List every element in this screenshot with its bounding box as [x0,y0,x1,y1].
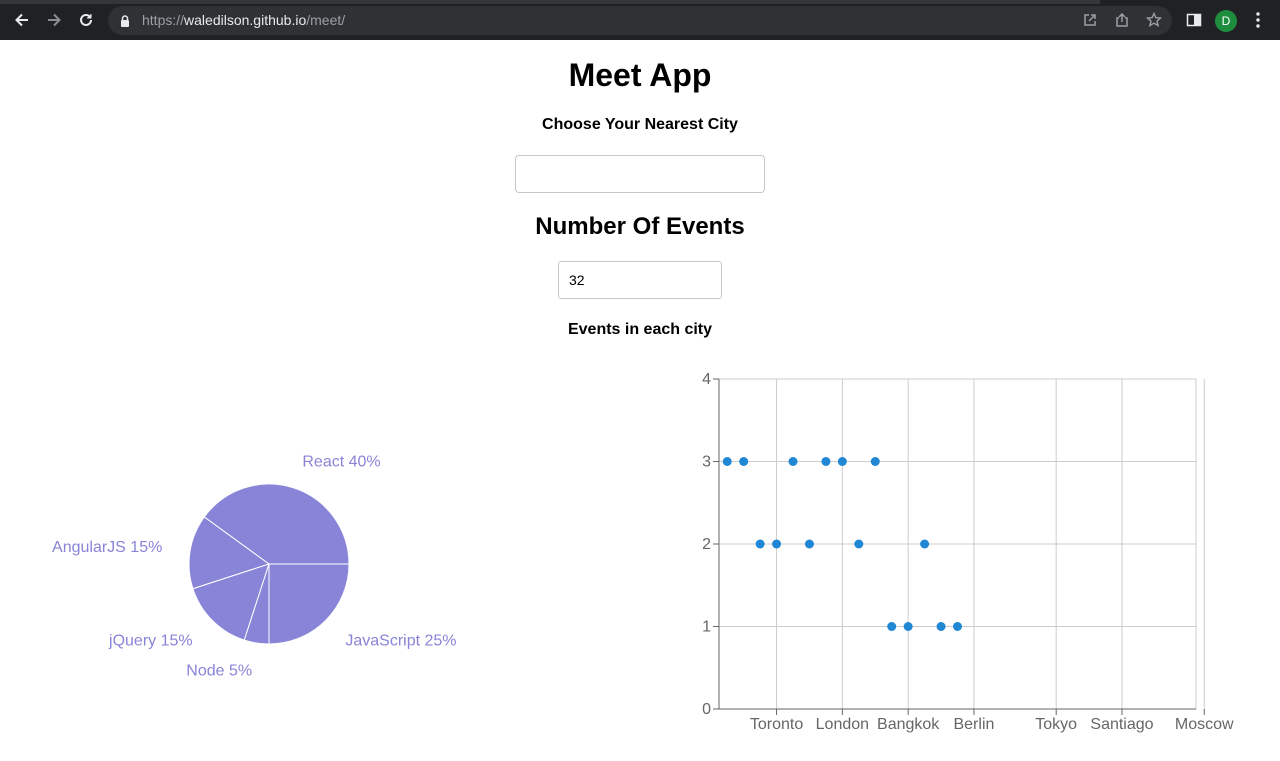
lock-icon[interactable] [120,14,130,32]
y-tick-label: 1 [702,619,711,636]
url-text[interactable]: https://waledilson.github.io/meet/ [142,11,345,29]
x-tick-label-berlin: Berlin [953,716,994,733]
pie-slice-angularjs [188,516,271,590]
scatter-point [854,539,864,549]
scatter-point [920,539,930,549]
scatter-point [804,539,814,549]
scatter-point [903,622,913,631]
page-title: Meet App [568,57,712,93]
active-tab[interactable] [1100,0,1280,4]
y-tick-label: 2 [702,536,711,553]
pie-slice-react [203,483,350,565]
pie-label-angularjs: AngularJS 15% [52,539,162,556]
scatter-point [936,622,946,631]
menu-kebab-icon[interactable] [1250,12,1266,28]
number-of-events-heading: Number Of Events [535,213,745,240]
x-tick-label-moscow: Moscow [1175,716,1234,733]
browser-chrome: https://waledilson.github.io/meet/ D [0,0,1280,40]
y-tick-label: 3 [702,454,711,471]
city-search-input[interactable] [515,155,765,193]
y-tick-label: 4 [702,371,711,388]
number-of-events-input[interactable] [558,261,722,299]
city-search-label: Choose Your Nearest City [542,116,738,133]
scatter-point [870,457,880,466]
scatter-point [722,457,732,466]
pie-label-javascript: JavaScript 25% [345,632,456,649]
address-bar[interactable] [108,6,1172,35]
events-scatter-chart: 0 1 2 3 4 Toronto London Bangkok Berlin Tokyo Sant… [702,371,1234,733]
url-host: waledilson.github.io [184,12,307,28]
scatter-point [788,457,798,466]
pie-label-node: Node 5% [186,663,252,680]
scatter-point [953,622,962,631]
x-tick-label-london: London [816,716,869,733]
x-tick-label-santiago: Santiago [1090,716,1153,733]
scatter-point [887,622,897,631]
tab-strip [0,0,1280,4]
open-in-new-icon[interactable] [1082,12,1098,28]
scatter-point [821,457,831,466]
forward-icon[interactable] [44,10,64,30]
share-icon[interactable] [1114,12,1130,28]
scatter-point [837,457,847,466]
pie-slice-javascript [268,563,350,645]
scatter-point [739,457,749,466]
x-tick-label-toronto: Toronto [750,716,803,733]
y-tick-label: 0 [702,701,711,718]
side-panel-icon[interactable] [1186,12,1202,28]
page: Meet App Choose Your Nearest City Number… [0,40,1280,761]
url-scheme: https:// [142,12,185,28]
pie-label-jquery: jQuery 15% [108,632,193,649]
back-icon[interactable] [12,10,32,30]
events-chart-heading: Events in each city [567,321,713,338]
reload-icon[interactable] [76,10,96,30]
scatter-point [755,539,765,549]
x-tick-label-tokyo: Tokyo [1035,716,1077,733]
url-path: /meet/ [306,12,346,28]
x-tick-label-bangkok: Bangkok [877,716,940,733]
profile-avatar[interactable]: D [1215,10,1237,32]
bookmark-star-icon[interactable] [1146,12,1162,28]
genre-pie-chart: React 40% AngularJS 15% jQuery 15% Node 5% J… [52,453,457,680]
scatter-point [772,539,782,549]
pie-label-react: React 40% [302,453,380,470]
